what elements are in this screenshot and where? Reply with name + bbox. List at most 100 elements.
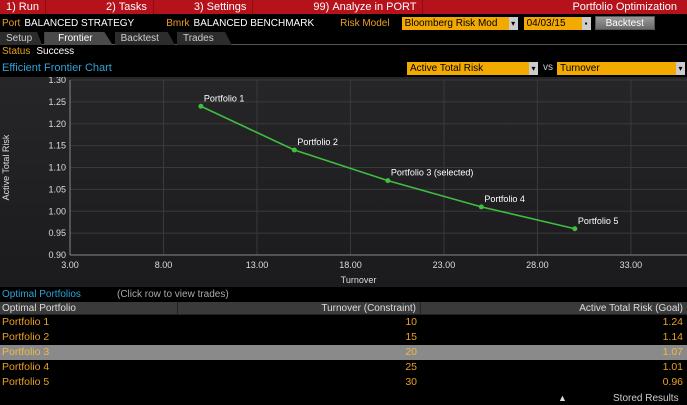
optimal-header: Optimal Portfolios (Click row to view tr…	[0, 289, 687, 301]
point-label: Portfolio 3 (selected)	[391, 168, 474, 178]
stored-results-link[interactable]: Stored Results	[613, 393, 679, 404]
x-metric-value: Turnover	[557, 62, 676, 75]
chevron-down-icon: ▾	[508, 16, 518, 30]
risk-model-value: Bloomberg Risk Mod	[401, 16, 509, 30]
x-tick-label: 18.00	[339, 260, 362, 270]
tab-backtest[interactable]: Backtest	[114, 32, 175, 45]
tab-setup[interactable]: Setup	[0, 32, 43, 45]
cell-portfolio-name: Portfolio 3	[2, 346, 50, 358]
calendar-icon: ▪	[581, 16, 591, 30]
status-line: Status Success	[2, 46, 74, 57]
chart-header: Efficient Frontier Chart Active Total Ri…	[0, 62, 687, 76]
x-metric-select[interactable]: Turnover ▾	[557, 62, 685, 75]
col-portfolio[interactable]: Optimal Portfolio	[0, 302, 178, 314]
col-risk[interactable]: Active Total Risk (Goal)	[579, 303, 683, 314]
footer: ▲ Stored Results	[0, 393, 687, 405]
y-tick-label: 1.15	[48, 141, 66, 151]
frontier-point	[198, 103, 204, 109]
header-row: Port BALANCED STRATEGY Bmrk BALANCED BEN…	[0, 15, 687, 31]
date-value: 04/03/15	[523, 16, 582, 30]
table-row[interactable]: Portfolio 5 30 0.96	[0, 375, 687, 390]
chevron-down-icon: ▾	[676, 62, 685, 75]
cell-risk: 1.14	[662, 331, 683, 343]
efficient-frontier-chart: 0.90 0.95 1.00 1.05 1.10 1.15 1.20 1.25 1.30 3.00…	[0, 75, 687, 287]
point-label: Portfolio 1	[204, 93, 245, 103]
triangle-up-icon[interactable]: ▲	[558, 393, 567, 403]
menu-run[interactable]: 1) Run	[0, 0, 46, 14]
y-tick-label: 1.20	[48, 119, 66, 129]
date-field[interactable]: 04/03/15 ▪	[523, 16, 591, 30]
cell-risk: 0.96	[662, 376, 683, 388]
menu-run-num: 1)	[6, 1, 16, 13]
table-row[interactable]: Portfolio 2 15 1.14	[0, 330, 687, 345]
x-tick-label: 3.00	[61, 260, 79, 270]
y-tick-label: 1.10	[48, 163, 66, 173]
y-metric-value: Active Total Risk	[407, 62, 529, 75]
tab-bar: Setup Frontier Backtest Trades	[0, 32, 687, 45]
y-tick-label: 1.05	[48, 184, 66, 194]
x-tick-label: 33.00	[620, 260, 643, 270]
col-turnover[interactable]: Turnover (Constraint)	[178, 302, 421, 314]
frontier-point	[572, 226, 578, 232]
bmrk-label: Bmrk	[166, 17, 190, 29]
cell-portfolio-name: Portfolio 4	[2, 361, 50, 373]
chart-svg: 0.90 0.95 1.00 1.05 1.10 1.15 1.20 1.25 1.30 3.00…	[1, 75, 687, 285]
vs-label: vs	[543, 62, 553, 73]
x-tick-label: 28.00	[526, 260, 549, 270]
risk-model-select[interactable]: Bloomberg Risk Mod ▾	[401, 16, 518, 30]
point-label: Portfolio 4	[484, 194, 525, 204]
point-label: Portfolio 5	[578, 216, 619, 226]
menu-bar: 1) Run 2) Tasks 3) Settings 99) Analyze in P…	[0, 0, 687, 14]
x-axis-label: Turnover	[341, 275, 377, 285]
status-value: Success	[36, 46, 75, 57]
y-tick-label: 0.90	[48, 250, 66, 260]
risk-model-label: Risk Model	[340, 17, 390, 29]
cell-risk: 1.07	[662, 346, 683, 358]
frontier-point	[291, 147, 297, 153]
menu-settings-num: 3)	[193, 1, 204, 13]
x-tick-label: 8.00	[155, 260, 173, 270]
tab-frontier[interactable]: Frontier	[44, 32, 113, 45]
y-tick-label: 1.00	[48, 206, 66, 216]
table-row[interactable]: Portfolio 4 25 1.01	[0, 360, 687, 375]
menu-analyze-num: 99)	[313, 1, 330, 13]
table-row[interactable]: Portfolio 3 20 1.07	[0, 345, 687, 360]
y-metric-select[interactable]: Active Total Risk ▾	[407, 62, 538, 75]
menu-tasks[interactable]: 2) Tasks	[46, 0, 154, 14]
chevron-down-icon: ▾	[529, 62, 538, 75]
point-label: Portfolio 2	[297, 137, 338, 147]
frontier-point	[478, 204, 484, 210]
port-label: Port	[2, 17, 21, 29]
backtest-button[interactable]: Backtest	[594, 16, 655, 30]
bmrk-value[interactable]: BALANCED BENCHMARK	[193, 17, 315, 29]
frontier-point	[385, 178, 391, 184]
x-tick-label: 23.00	[433, 260, 456, 270]
cell-turnover: 20	[405, 346, 417, 358]
menu-analyze-label: Analyze in PORT	[332, 1, 417, 13]
cell-turnover: 30	[405, 376, 417, 388]
menu-tasks-label: Tasks	[118, 1, 147, 13]
cell-turnover: 10	[405, 316, 417, 328]
status-label: Status	[2, 46, 31, 57]
table-row[interactable]: Portfolio 1 10 1.24	[0, 315, 687, 330]
tab-trades[interactable]: Trades	[176, 32, 232, 45]
optimal-table: Optimal Portfolio Turnover (Constraint) …	[0, 302, 687, 390]
menu-settings[interactable]: 3) Settings	[154, 0, 254, 14]
menu-analyze-port[interactable]: 99) Analyze in PORT	[253, 0, 424, 14]
cell-turnover: 15	[405, 331, 417, 343]
optimal-hint: (Click row to view trades)	[117, 289, 229, 300]
y-tick-label: 1.25	[48, 97, 66, 107]
port-value[interactable]: BALANCED STRATEGY	[24, 17, 135, 29]
menu-settings-label: Settings	[206, 1, 247, 13]
optimal-title: Optimal Portfolios	[2, 289, 81, 300]
cell-turnover: 25	[405, 361, 417, 373]
table-header: Optimal Portfolio Turnover (Constraint) …	[0, 302, 687, 315]
cell-portfolio-name: Portfolio 5	[2, 376, 50, 388]
chart-title: Efficient Frontier Chart	[2, 62, 112, 74]
menu-run-label: Run	[18, 1, 39, 13]
y-axis-label: Active Total Risk	[1, 134, 11, 200]
cell-portfolio-name: Portfolio 2	[2, 331, 50, 343]
cell-risk: 1.24	[662, 316, 683, 328]
cell-risk: 1.01	[662, 361, 683, 373]
cell-portfolio-name: Portfolio 1	[2, 316, 50, 328]
